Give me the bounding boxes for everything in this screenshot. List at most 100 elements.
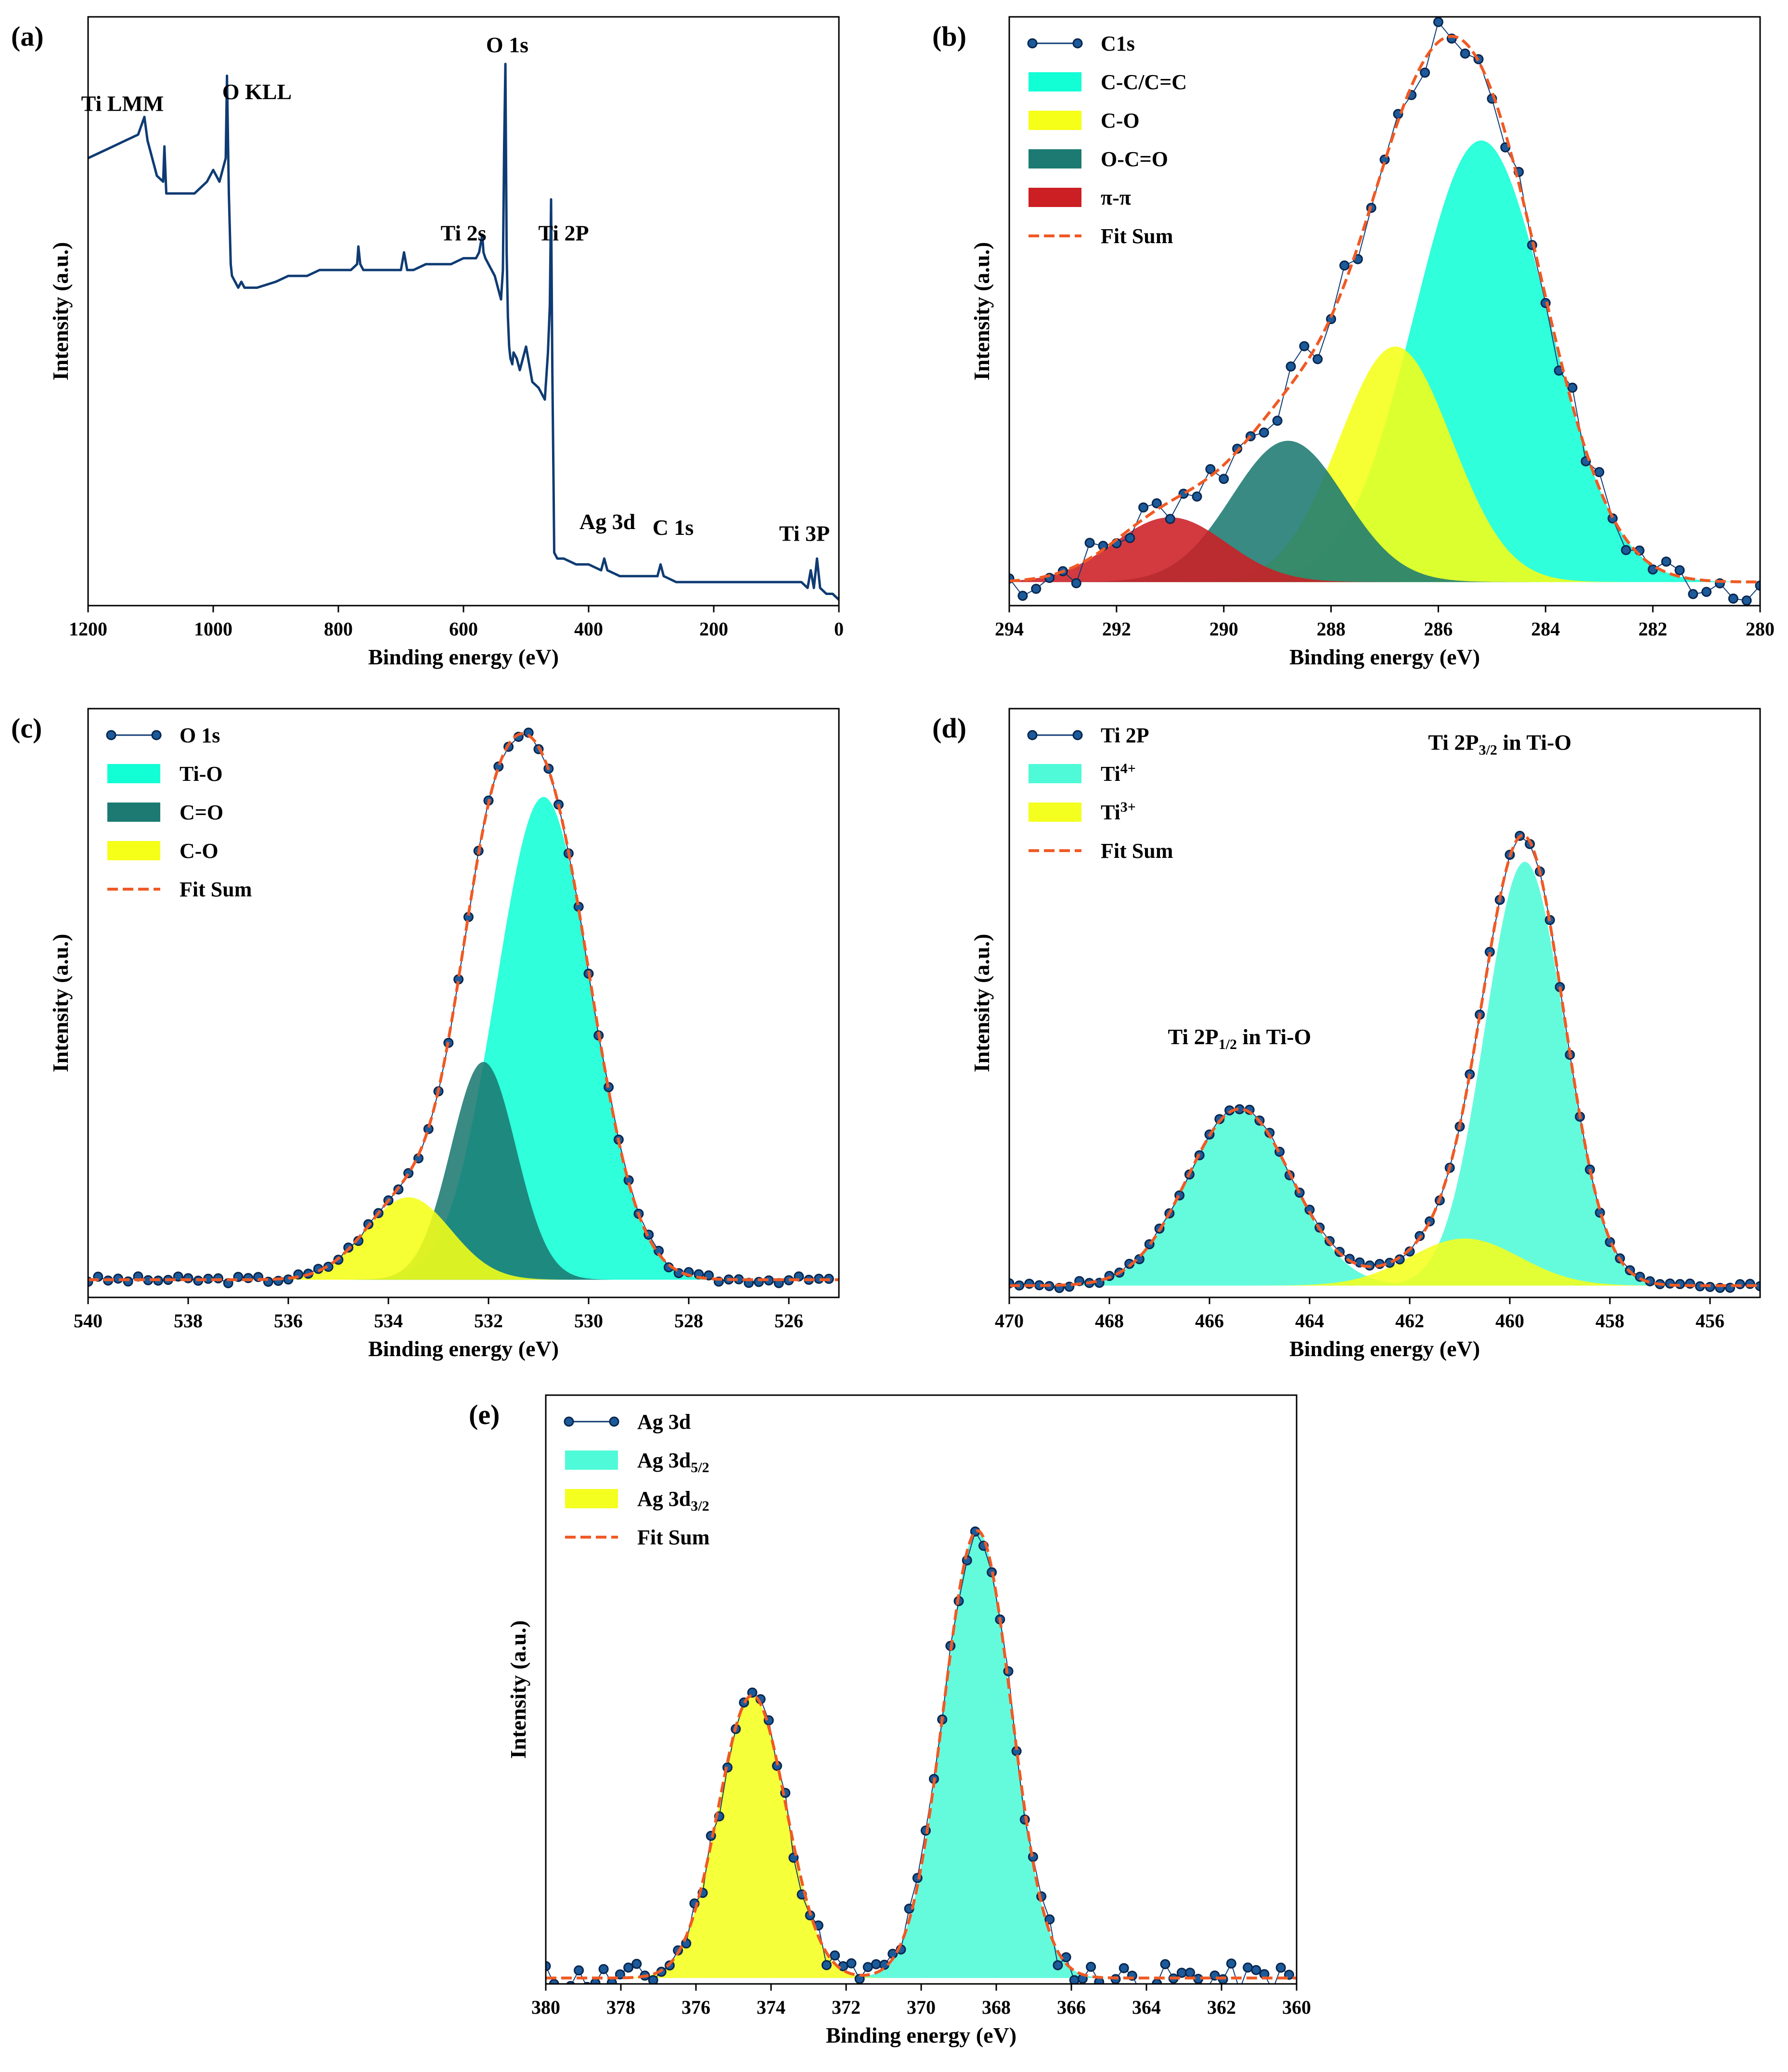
data-point-e <box>862 1962 873 1972</box>
component-peak-b-3 <box>1009 517 1760 583</box>
x-tick-label-d: 458 <box>1595 1310 1624 1332</box>
x-tick-label-b: 282 <box>1638 618 1667 640</box>
x-tick-label-b: 288 <box>1317 618 1346 640</box>
x-tick-label-b: 280 <box>1746 618 1775 640</box>
data-point-e <box>846 1958 857 1968</box>
legend-swatch <box>107 803 160 822</box>
data-point-e <box>1061 1952 1071 1963</box>
panel-label-c: (c) <box>11 712 42 744</box>
data-point-e <box>1185 1968 1195 1978</box>
legend-label: C=O <box>180 801 223 824</box>
x-tick-label-a: 0 <box>834 618 844 640</box>
legend-label: Fit Sum <box>1101 224 1173 248</box>
data-point-b <box>1151 498 1162 508</box>
data-point-e <box>566 1981 576 1984</box>
x-tick-label-a: 400 <box>574 618 603 640</box>
legend-label: C-O <box>180 839 219 863</box>
data-point-b <box>1205 464 1216 474</box>
x-tick-label-d: 470 <box>995 1310 1024 1332</box>
data-point-e <box>821 1960 832 1970</box>
legend-b: C1s C-C/C=C C-O O-C=O π-π Fit Sum <box>1027 32 1187 248</box>
legend-label: Ti4+ <box>1101 761 1136 786</box>
panel-label-b: (b) <box>932 21 966 52</box>
peak-annotation-a: C 1s <box>653 515 694 540</box>
x-tick-label-e: 376 <box>682 1996 710 2018</box>
data-point-e <box>1136 1987 1145 1996</box>
legend-swatch <box>107 841 160 860</box>
data-line-d <box>1009 835 1760 1289</box>
x-tick-label-d: 466 <box>1195 1310 1224 1332</box>
legend-marker <box>1027 38 1038 49</box>
data-point-b <box>1741 595 1752 606</box>
x-tick-label-c: 530 <box>574 1310 603 1332</box>
data-point-b <box>1299 341 1310 351</box>
legend-swatch <box>1029 72 1081 91</box>
y-axis-label-e: Intensity (a.u.) <box>506 1620 530 1759</box>
legend-label: O-C=O <box>1101 147 1168 171</box>
legend-swatch <box>1029 188 1081 207</box>
component-peak-d-0 <box>1009 862 1760 1286</box>
x-tick-label-c: 528 <box>674 1310 703 1332</box>
plot-area-c <box>88 727 839 1288</box>
data-point-e <box>1119 1963 1129 1973</box>
legend-e: Ag 3d Ag 3d5/2 Ag 3d3/2 Fit Sum <box>564 1410 709 1549</box>
data-point-e <box>1053 1960 1063 1970</box>
data-point-e <box>648 1975 658 1984</box>
x-tick-label-b: 286 <box>1424 618 1453 640</box>
data-point-e <box>549 1979 559 1984</box>
data-point-b <box>1567 382 1578 393</box>
data-point-e <box>1094 1977 1105 1984</box>
legend-c: O 1s Ti-O C=O C-O Fit Sum <box>106 724 252 901</box>
data-point-b <box>1312 354 1323 364</box>
axes-frame-b <box>1008 16 1761 607</box>
data-point-b <box>1138 502 1149 513</box>
x-tick-label-b: 284 <box>1531 618 1560 640</box>
x-tick-label-c: 532 <box>474 1310 503 1332</box>
legend-label: C-O <box>1101 109 1140 132</box>
data-point-e <box>574 1965 584 1976</box>
data-point-e <box>1160 1959 1171 1969</box>
plot-area-b <box>1009 17 1760 606</box>
component-peak-c-1 <box>88 1062 839 1280</box>
data-point-e <box>1251 1965 1261 1975</box>
x-tick-label-e: 378 <box>606 1996 635 2018</box>
data-point-c <box>173 1271 183 1282</box>
data-point-b <box>1420 67 1430 78</box>
component-peak-b-0 <box>1009 140 1760 583</box>
legend-marker <box>1072 38 1083 49</box>
data-point-b <box>1701 587 1712 597</box>
peak-annotation-d: Ti 2P3/2 in Ti-O <box>1428 730 1571 758</box>
data-point-b <box>1688 589 1698 599</box>
data-point-b <box>1031 583 1042 594</box>
y-axis-label-d: Intensity (a.u.) <box>969 934 994 1073</box>
x-tick-label-e: 360 <box>1282 1996 1311 2018</box>
x-tick-label-d: 464 <box>1295 1310 1324 1332</box>
x-tick-label-b: 292 <box>1102 618 1131 640</box>
legend-marker <box>1072 730 1083 740</box>
fit-sum-line-b <box>1009 35 1760 583</box>
legend-swatch <box>565 1450 618 1470</box>
x-axis-label-c: Binding energy (eV) <box>368 1336 559 1361</box>
data-point-b <box>1165 514 1175 524</box>
x-tick-label-c: 540 <box>74 1310 103 1332</box>
component-peak-d-2 <box>1009 1238 1760 1286</box>
x-tick-label-b: 290 <box>1209 618 1238 640</box>
legend-marker <box>609 1416 619 1427</box>
data-point-b <box>1728 593 1738 604</box>
x-tick-label-e: 372 <box>832 1996 861 2018</box>
peak-annotation-a: Ti 3P <box>779 521 830 545</box>
x-tick-label-a: 200 <box>699 618 728 640</box>
legend-marker <box>106 730 116 740</box>
y-axis-label-b: Intensity (a.u.) <box>969 242 994 381</box>
component-peak-c-2 <box>88 1197 839 1280</box>
peak-annotation-a: O KLL <box>222 79 292 104</box>
legend-label: Ag 3d <box>637 1410 691 1434</box>
legend-label: Fit Sum <box>180 878 252 901</box>
data-point-b <box>1647 564 1658 575</box>
peak-annotation-a: Ti 2s <box>440 221 486 246</box>
data-point-b <box>1674 565 1685 575</box>
x-tick-label-e: 370 <box>907 1996 936 2018</box>
panel-label-e: (e) <box>469 1399 500 1430</box>
peak-annotation-a: Ag 3d <box>579 509 636 534</box>
